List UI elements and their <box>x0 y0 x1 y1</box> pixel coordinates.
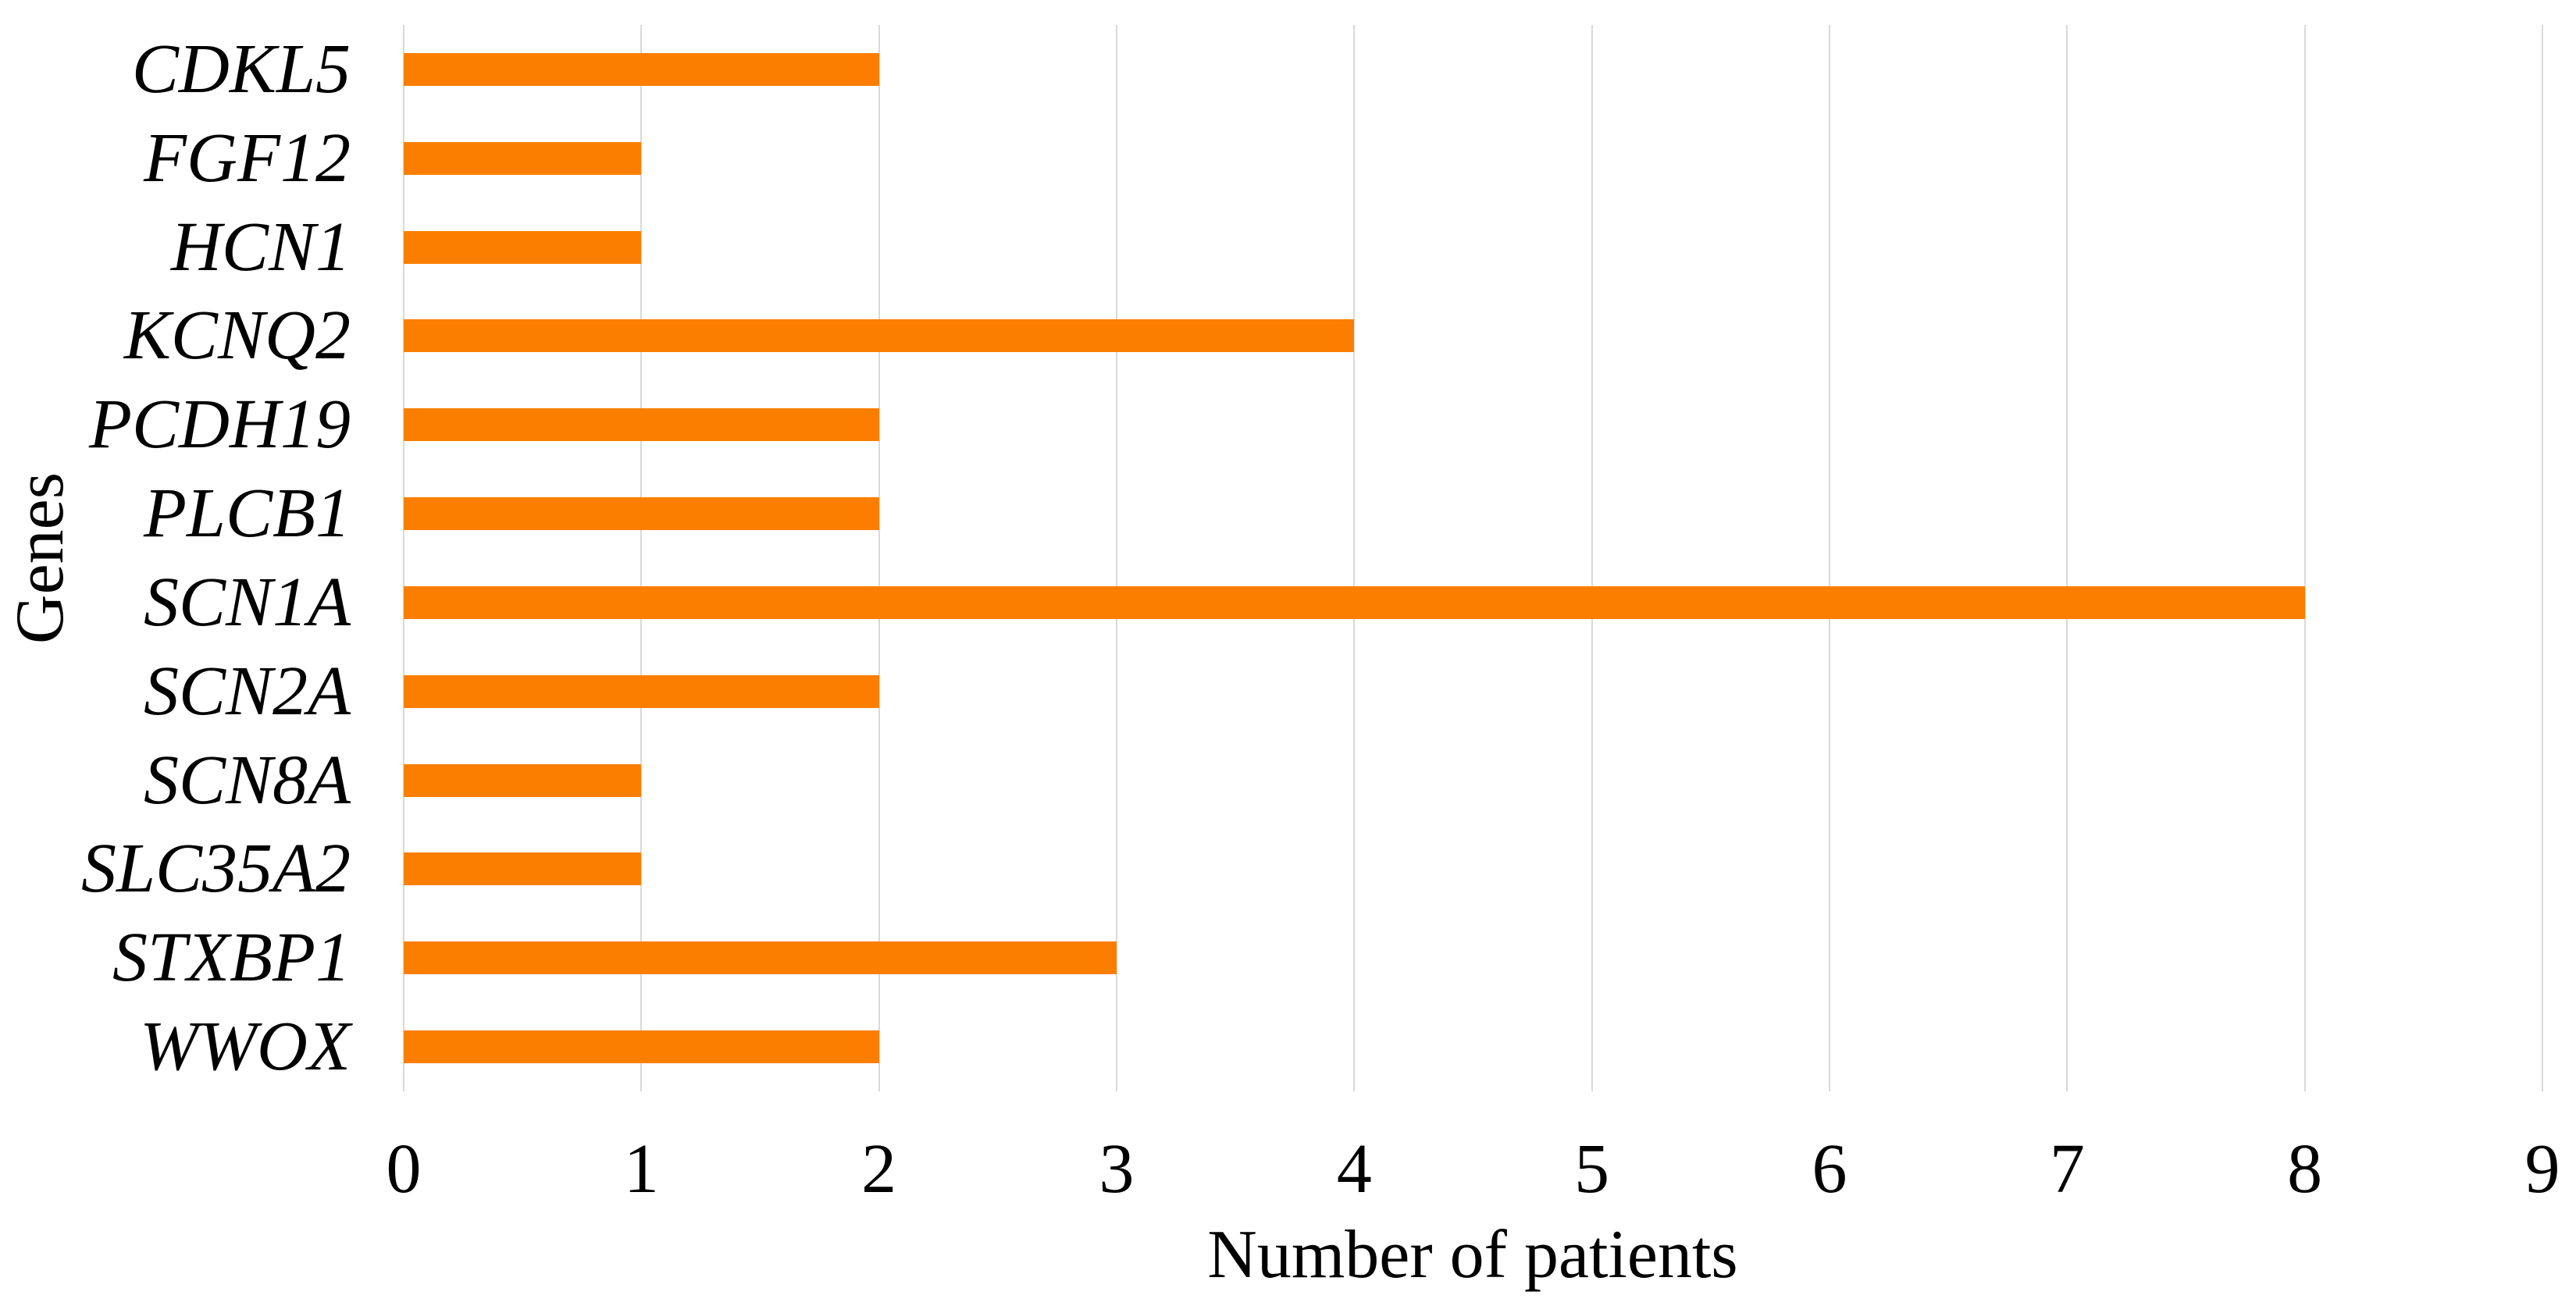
bar-PCDH19 <box>404 408 879 442</box>
bar-PLCB1 <box>404 497 879 531</box>
category-label-HCN1: HCN1 <box>170 208 351 286</box>
category-label-KCNQ2: KCNQ2 <box>123 297 351 375</box>
category-label-SCN2A: SCN2A <box>143 652 351 730</box>
bar-CDKL5 <box>404 52 879 86</box>
bar-SCN1A <box>404 585 2305 619</box>
x-tick-label-0: 0 <box>386 1130 422 1208</box>
x-tick-label-3: 3 <box>1099 1130 1135 1208</box>
category-label-SCN1A: SCN1A <box>143 563 351 641</box>
gridline-x-9 <box>2542 25 2543 1091</box>
gridline-x-8 <box>2303 25 2306 1091</box>
x-tick-label-8: 8 <box>2287 1130 2323 1208</box>
x-tick-label-5: 5 <box>1574 1130 1610 1208</box>
bar-SCN2A <box>404 674 879 708</box>
bar-KCNQ2 <box>404 319 1355 353</box>
category-label-SCN8A: SCN8A <box>143 741 351 819</box>
gridline-x-7 <box>2066 25 2068 1091</box>
bar-WWOX <box>404 1030 879 1064</box>
gridline-x-4 <box>1353 25 1356 1091</box>
gridline-x-3 <box>1116 25 1117 1091</box>
category-label-PCDH19: PCDH19 <box>89 386 351 464</box>
category-label-SLC35A2: SLC35A2 <box>80 830 351 908</box>
x-tick-label-6: 6 <box>1812 1130 1847 1208</box>
category-label-STXBP1: STXBP1 <box>112 919 351 997</box>
gridline-x-2 <box>878 25 880 1091</box>
category-label-CDKL5: CDKL5 <box>131 30 351 108</box>
x-tick-label-1: 1 <box>623 1130 659 1208</box>
category-label-FGF12: FGF12 <box>144 119 351 197</box>
x-tick-label-9: 9 <box>2524 1130 2560 1208</box>
x-tick-label-4: 4 <box>1336 1130 1372 1208</box>
bar-SLC35A2 <box>404 852 642 886</box>
x-tick-label-2: 2 <box>861 1130 897 1208</box>
bar-HCN1 <box>404 230 642 264</box>
x-axis-title: Number of patients <box>1207 1217 1738 1293</box>
bar-FGF12 <box>404 141 642 175</box>
x-tick-label-7: 7 <box>2049 1130 2085 1208</box>
gridline-x-0 <box>403 25 404 1091</box>
category-label-WWOX: WWOX <box>140 1008 351 1086</box>
gridline-x-5 <box>1591 25 1593 1091</box>
gridline-x-6 <box>1829 25 1830 1091</box>
bar-STXBP1 <box>404 941 1117 975</box>
category-label-PLCB1: PLCB1 <box>143 475 351 553</box>
gridline-x-1 <box>640 25 643 1091</box>
bar-SCN8A <box>404 763 642 797</box>
